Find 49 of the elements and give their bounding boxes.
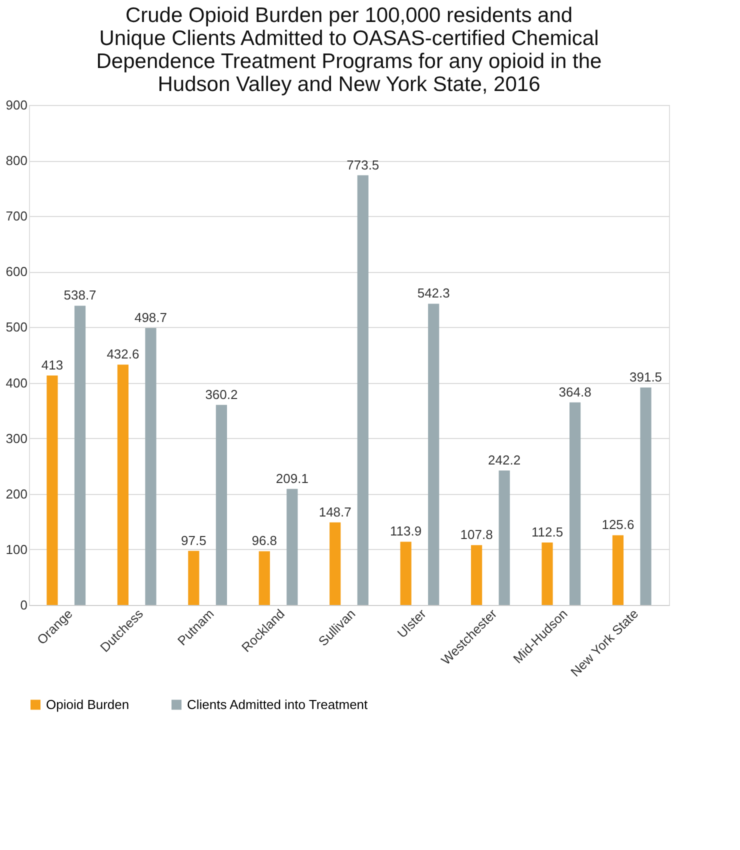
data-label: 360.2 (205, 386, 238, 402)
data-label: 538.7 (64, 288, 96, 303)
bar (612, 535, 624, 605)
bar (542, 542, 553, 605)
bar (145, 328, 156, 605)
bar (428, 304, 440, 605)
data-label: 432.6 (106, 346, 140, 362)
y-tick-label: 500 (6, 320, 28, 335)
bar (286, 488, 298, 605)
y-tick-label: 300 (6, 430, 28, 446)
y-tick-label: 400 (6, 375, 28, 390)
data-label: 242.2 (488, 452, 521, 468)
bar (330, 522, 341, 605)
data-label: 391.5 (629, 370, 662, 384)
y-tick-label: 600 (6, 264, 28, 280)
y-tick-label: 0 (20, 598, 28, 612)
data-label: 113.9 (390, 524, 422, 539)
data-label: 773.5 (346, 157, 380, 172)
bar (258, 551, 270, 605)
data-label: 498.7 (134, 310, 168, 325)
y-tick-label: 100 (6, 542, 28, 557)
bar (74, 306, 86, 605)
bar (117, 364, 129, 605)
data-label: 148.7 (318, 504, 352, 520)
bar (569, 402, 581, 605)
data-label: 542.3 (417, 286, 450, 301)
data-label: 364.8 (558, 384, 592, 400)
data-label: 107.8 (460, 527, 493, 542)
bar (498, 470, 510, 605)
y-tick-label: 700 (6, 208, 28, 224)
bar (188, 550, 200, 605)
y-tick-label: 900 (6, 98, 28, 112)
chart-title: Crude Opioid Burden per 100,000 residents and Unique Clients Admitted to OASAS-certified Chemical Dependence Treatment Programs for any opioid in the Hudson Valley and New York State, 2016 (96, 4, 602, 96)
bar (470, 545, 482, 605)
legend-label: Clients Admitted into Treatment (187, 696, 368, 712)
data-label: 96.8 (252, 533, 278, 548)
data-label: 112.5 (531, 524, 564, 540)
legend-label: Opioid Burden (46, 696, 130, 712)
data-label: 125.6 (602, 517, 634, 532)
bar (46, 376, 58, 605)
bar (400, 542, 412, 605)
data-label: 97.5 (181, 532, 206, 548)
bar (216, 404, 228, 605)
bar (640, 388, 652, 605)
y-tick-label: 800 (6, 153, 28, 168)
bar (357, 175, 368, 605)
data-label: 413 (41, 358, 64, 373)
y-tick-label: 200 (6, 486, 28, 502)
data-label: 209.1 (276, 470, 308, 486)
